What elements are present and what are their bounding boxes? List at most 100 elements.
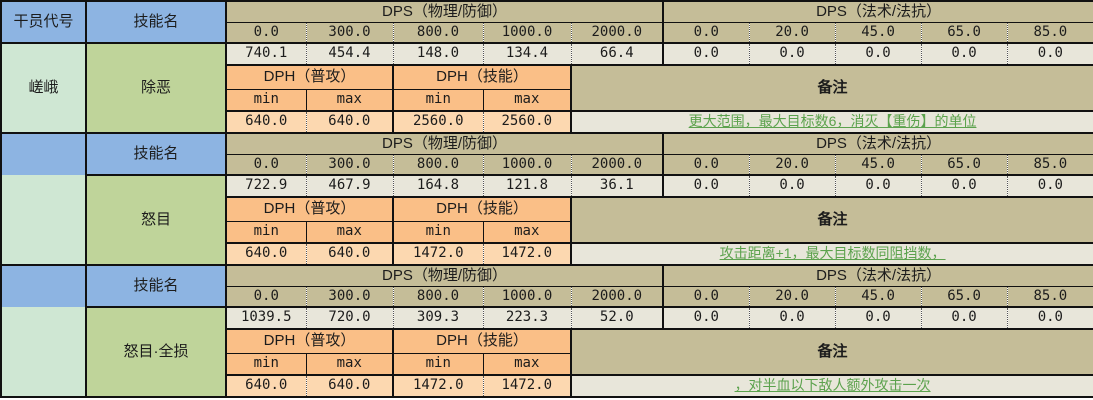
phys-def-tick: 2000.0 (570, 154, 664, 176)
arts-res-tick: 20.0 (748, 154, 836, 176)
dph-normal-min-value: 640.0 (226, 243, 306, 266)
skill-block-2: 技能名 DPS（物理/防御） DPS（法术/法抗） 0.0 300.0 800.… (1, 133, 1093, 266)
arts-dps-value: 0.0 (662, 175, 750, 198)
arts-dps-value: 0.0 (834, 307, 922, 330)
dph-normal-min-value: 640.0 (226, 111, 306, 134)
phys-def-tick: 300.0 (305, 154, 393, 176)
operator-name-cell (1, 175, 87, 266)
max-label: max (305, 353, 393, 376)
max-label: max (305, 221, 393, 244)
phys-def-tick: 0.0 (226, 22, 306, 44)
dph-skill-min-value: 1472.0 (392, 375, 483, 397)
phys-def-tick: 300.0 (305, 286, 393, 308)
dps-arts-header: DPS（法术/法抗） (662, 1, 1093, 23)
arts-res-tick: 45.0 (834, 286, 922, 308)
remark-header: 备注 (569, 65, 1093, 112)
phys-dps-value: 52.0 (570, 307, 664, 330)
phys-dps-value: 134.4 (482, 43, 571, 66)
dph-normal-header: DPH（普攻） (226, 65, 393, 90)
arts-res-tick: 85.0 (1006, 154, 1093, 176)
dph-skill-header: DPH（技能） (392, 329, 571, 354)
dph-normal-max-value: 640.0 (305, 111, 393, 134)
max-label: max (305, 89, 393, 112)
phys-dps-value: 309.3 (392, 307, 483, 330)
skill-block-1: 干员代号 技能名 DPS（物理/防御） DPS（法术/法抗） 0.0 300.0… (1, 1, 1093, 134)
remark-header: 备注 (569, 197, 1093, 244)
arts-dps-value: 0.0 (920, 43, 1008, 66)
phys-dps-value: 467.9 (305, 175, 393, 198)
phys-def-tick: 2000.0 (570, 22, 664, 44)
min-label: min (226, 353, 306, 376)
phys-dps-value: 66.4 (570, 43, 664, 66)
min-label: min (226, 89, 306, 112)
arts-res-tick: 45.0 (834, 154, 922, 176)
phys-dps-value: 720.0 (305, 307, 393, 330)
phys-dps-value: 164.8 (392, 175, 483, 198)
arts-dps-value: 0.0 (1006, 43, 1093, 66)
arts-dps-value: 0.0 (662, 43, 750, 66)
skill-name-header-cell: 技能名 (86, 1, 227, 44)
remark-text: ，对半血以下敌人额外攻击一次 (569, 375, 1093, 397)
arts-res-tick: 65.0 (920, 22, 1008, 44)
phys-def-tick: 800.0 (392, 154, 483, 176)
arts-res-tick: 0.0 (662, 154, 750, 176)
dph-normal-header: DPH（普攻） (226, 329, 393, 354)
skill-name-header-cell: 技能名 (86, 265, 227, 308)
arts-res-tick: 85.0 (1006, 22, 1093, 44)
arts-res-tick: 85.0 (1006, 286, 1093, 308)
dps-arts-header: DPS（法术/法抗） (662, 133, 1093, 155)
remark-text: 攻击距离+1，最大目标数同阻挡数， (569, 243, 1093, 266)
max-label: max (482, 89, 571, 112)
arts-dps-value: 0.0 (1006, 175, 1093, 198)
phys-def-tick: 1000.0 (482, 154, 571, 176)
dps-phys-header: DPS（物理/防御） (226, 1, 664, 23)
dps-arts-header: DPS（法术/法抗） (662, 265, 1093, 287)
dph-skill-max-value: 2560.0 (482, 111, 571, 134)
remark-text: 更大范围，最大目标数6，消灭【重伤】的单位 (569, 111, 1093, 134)
arts-res-tick: 45.0 (834, 22, 922, 44)
phys-def-tick: 1000.0 (482, 286, 571, 308)
phys-def-tick: 1000.0 (482, 22, 571, 44)
arts-dps-value: 0.0 (1006, 307, 1093, 330)
dps-phys-header: DPS（物理/防御） (226, 265, 664, 287)
dph-skill-min-value: 2560.0 (392, 111, 483, 134)
phys-def-tick: 2000.0 (570, 286, 664, 308)
phys-dps-value: 148.0 (392, 43, 483, 66)
corner-header-cell (1, 265, 87, 307)
dph-skill-max-value: 1472.0 (482, 375, 571, 397)
dps-phys-header: DPS（物理/防御） (226, 133, 664, 155)
arts-res-tick: 20.0 (748, 286, 836, 308)
dph-normal-header: DPH（普攻） (226, 197, 393, 222)
operator-name-cell: 嵯峨 (1, 43, 87, 134)
arts-dps-value: 0.0 (834, 175, 922, 198)
dph-normal-min-value: 640.0 (226, 375, 306, 397)
phys-dps-value: 36.1 (570, 175, 664, 198)
arts-dps-value: 0.0 (748, 307, 836, 330)
phys-def-tick: 800.0 (392, 22, 483, 44)
arts-dps-value: 0.0 (920, 307, 1008, 330)
remark-header: 备注 (569, 329, 1093, 376)
phys-dps-value: 121.8 (482, 175, 571, 198)
arts-dps-value: 0.0 (920, 175, 1008, 198)
corner-header-cell: 干员代号 (1, 1, 87, 44)
phys-dps-value: 1039.5 (226, 307, 306, 330)
arts-res-tick: 65.0 (920, 154, 1008, 176)
skill-name-cell: 怒目·全损 (86, 307, 227, 398)
phys-def-tick: 0.0 (226, 154, 306, 176)
arts-res-tick: 0.0 (662, 22, 750, 44)
dph-skill-header: DPH（技能） (392, 65, 571, 90)
arts-dps-value: 0.0 (834, 43, 922, 66)
min-label: min (392, 353, 483, 376)
skill-name-cell: 怒目 (86, 175, 227, 266)
min-label: min (392, 89, 483, 112)
operator-name-cell (1, 307, 87, 398)
phys-def-tick: 300.0 (305, 22, 393, 44)
skill-block-3: 技能名 DPS（物理/防御） DPS（法术/法抗） 0.0 300.0 800.… (1, 265, 1093, 398)
dph-skill-max-value: 1472.0 (482, 243, 571, 266)
dph-normal-max-value: 640.0 (305, 375, 393, 397)
skill-name-cell: 除恶 (86, 43, 227, 134)
arts-res-tick: 0.0 (662, 286, 750, 308)
dph-normal-max-value: 640.0 (305, 243, 393, 266)
